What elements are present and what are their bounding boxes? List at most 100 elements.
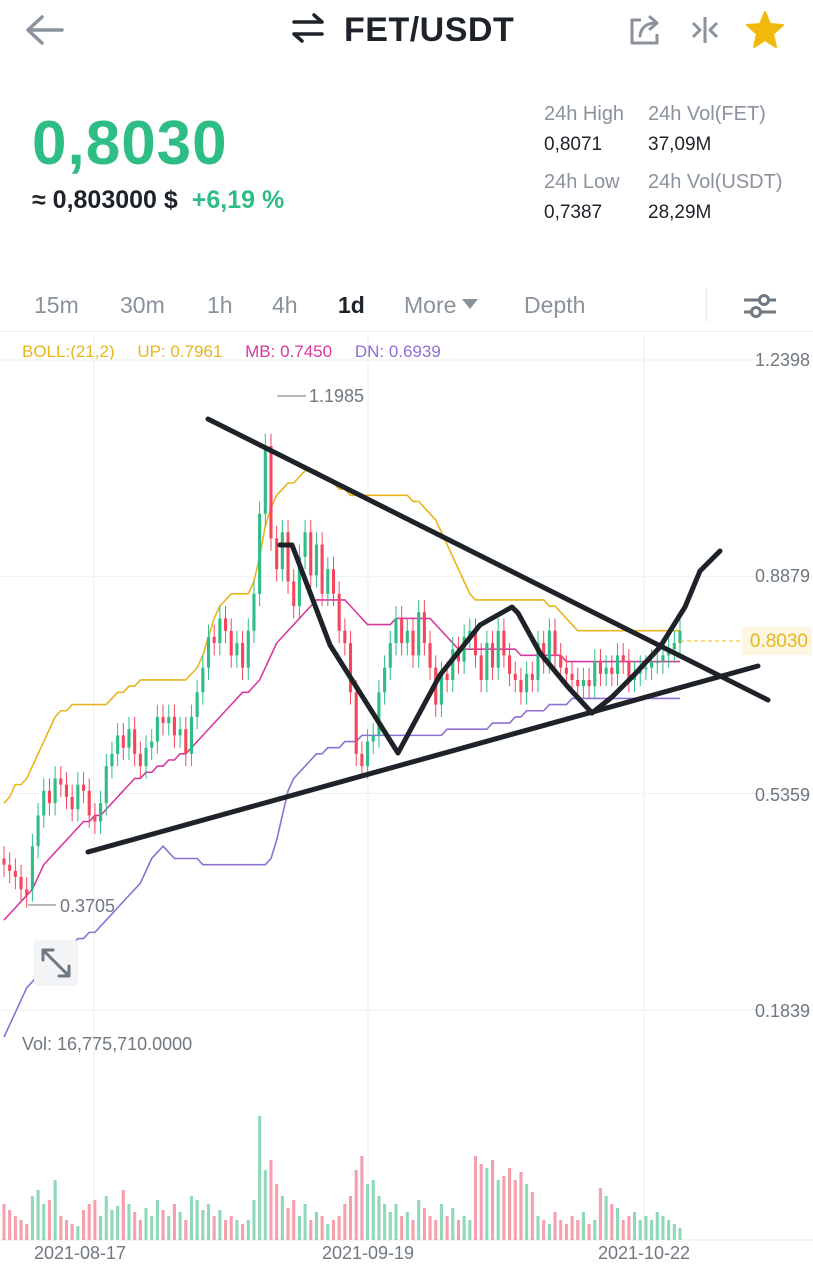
volume-bar: [348, 1196, 353, 1240]
volume-bar: [564, 1224, 568, 1240]
candle: [30, 846, 34, 890]
candle: [473, 630, 478, 656]
candle: [116, 735, 120, 754]
expand-icon[interactable]: [34, 940, 78, 986]
candle: [104, 766, 108, 804]
candle: [405, 630, 409, 644]
volume-bar: [445, 1216, 449, 1240]
volume-bar: [655, 1212, 659, 1240]
volume-bar: [508, 1168, 512, 1240]
swap-arrows-icon: [290, 12, 326, 48]
volume-bar: [547, 1224, 551, 1240]
candle: [127, 729, 131, 748]
candle: [223, 618, 228, 631]
volume-bar: [479, 1164, 483, 1240]
tab-4h[interactable]: 4h: [272, 292, 298, 318]
chart-settings-icon[interactable]: [738, 288, 782, 324]
stat-label: 24h Vol(FET): [648, 103, 766, 125]
volume-bar: [235, 1220, 239, 1240]
volume-bar: [366, 1184, 370, 1240]
candle: [519, 679, 523, 693]
current-price-label: 0.8030: [750, 631, 808, 652]
candle: [581, 679, 585, 687]
candlestick-chart[interactable]: 1.2398 0.8879 0.5359 0.1839 0.8030 1.1985 0.37…: [0, 335, 813, 1280]
candles: [2, 433, 682, 908]
candle: [598, 661, 603, 674]
candle: [25, 889, 29, 896]
candle: [189, 716, 194, 754]
volume-bar: [428, 1216, 432, 1240]
volume-bar: [644, 1216, 648, 1240]
volume-bar: [672, 1224, 676, 1240]
boll-dn-line: [3, 697, 680, 1038]
pair-selector[interactable]: FET/USDT: [290, 10, 514, 50]
volume-bar: [394, 1204, 398, 1240]
candle: [13, 870, 17, 877]
volume-bar: [468, 1220, 472, 1240]
candle: [19, 876, 23, 890]
candle: [150, 741, 154, 748]
divider: [706, 288, 707, 322]
volume-bar: [542, 1220, 546, 1240]
candle: [348, 643, 353, 693]
candle: [87, 790, 91, 816]
volume-bar: [633, 1212, 637, 1240]
volume-bar: [229, 1216, 233, 1240]
candle: [394, 618, 398, 644]
compare-icon[interactable]: [685, 10, 725, 50]
volume-bar: [621, 1220, 625, 1240]
candle: [610, 667, 614, 674]
tab-1d[interactable]: 1d: [338, 292, 365, 318]
boll-mb-line: [3, 599, 680, 921]
candle: [655, 661, 659, 664]
candle: [331, 569, 336, 594]
tab-30m[interactable]: 30m: [120, 292, 165, 318]
volume-bar: [206, 1204, 211, 1240]
volume-bar: [615, 1208, 620, 1240]
volume-bar: [400, 1216, 404, 1240]
price-summary: 0,8030 ≈ 0,803000 $ +6,19 %: [32, 108, 284, 215]
volume-bar: [155, 1200, 159, 1240]
volume-bar: [25, 1224, 29, 1240]
volume-bar: [19, 1220, 23, 1240]
x-tick-label: 2021-08-17: [34, 1243, 126, 1263]
star-icon[interactable]: [745, 10, 785, 50]
candle: [366, 741, 370, 767]
tab-more[interactable]: More: [404, 292, 479, 319]
tab-depth[interactable]: Depth: [524, 292, 586, 318]
candle: [70, 796, 74, 810]
volume-bar: [275, 1184, 279, 1240]
volume-bar: [42, 1204, 46, 1240]
volume-bar: [127, 1204, 131, 1240]
volume-bar: [320, 1216, 324, 1240]
volume-bar: [223, 1220, 228, 1240]
candle: [138, 753, 142, 767]
volume-bar: [451, 1208, 455, 1240]
tab-1h[interactable]: 1h: [207, 292, 233, 318]
volume-bar: [422, 1208, 426, 1240]
volume-bar: [593, 1220, 597, 1240]
volume-bar: [81, 1210, 86, 1240]
candle: [258, 513, 262, 594]
candle: [672, 643, 676, 650]
volume-bar: [434, 1220, 438, 1240]
volume-bar: [53, 1180, 57, 1240]
candle: [303, 532, 307, 557]
volume-bar: [331, 1220, 336, 1240]
back-arrow-icon[interactable]: [22, 12, 66, 48]
candle: [593, 661, 597, 687]
volume-bars: [2, 1116, 682, 1240]
candle: [2, 858, 6, 865]
volume-bar: [383, 1204, 387, 1240]
volume-bar: [513, 1180, 517, 1240]
candle: [309, 532, 313, 576]
candle: [275, 538, 279, 570]
top-bar: FET/USDT: [0, 0, 813, 64]
stat-label: 24h High: [544, 103, 625, 125]
candle: [377, 692, 381, 736]
share-icon[interactable]: [625, 10, 665, 50]
stat-24h-vol-base: 24h Vol(FET) 37,09M: [648, 100, 788, 160]
stat-label: 24h Low: [544, 171, 620, 193]
change-percent: +6,19 %: [191, 186, 285, 214]
tab-15m[interactable]: 15m: [34, 292, 79, 318]
